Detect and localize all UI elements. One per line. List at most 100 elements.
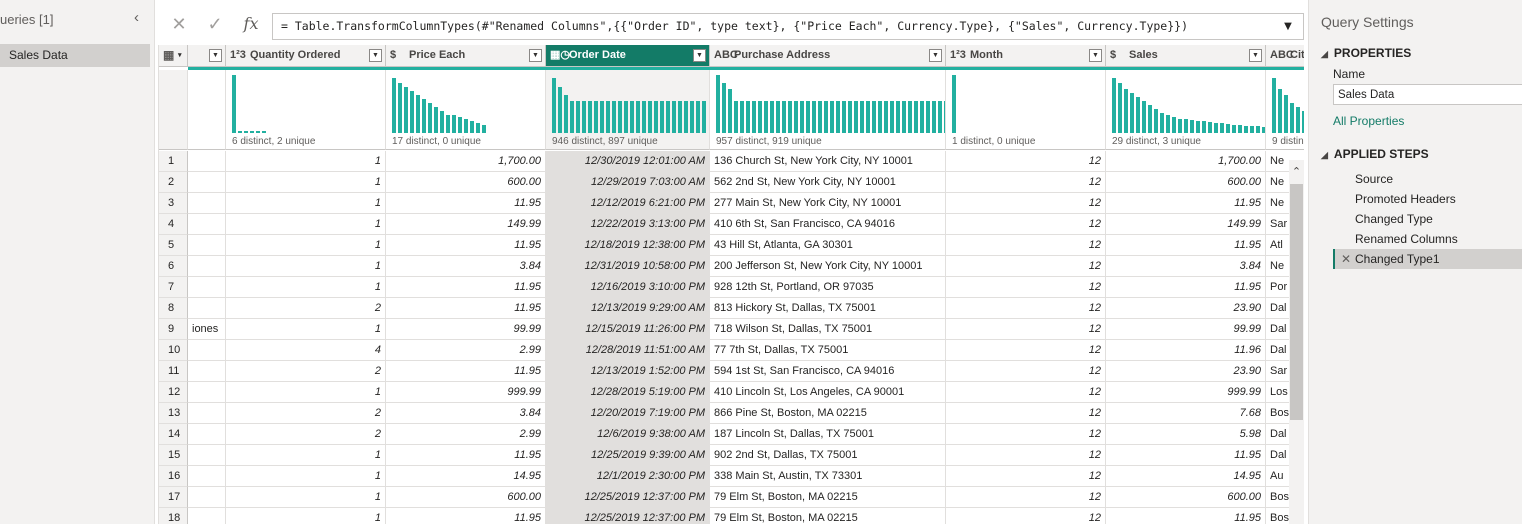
chevron-down-icon[interactable]: ▼	[529, 49, 542, 62]
properties-section[interactable]: ◢ PROPERTIES	[1321, 46, 1411, 60]
table-cell-city[interactable]: Ne	[1266, 172, 1304, 193]
table-cell-sales[interactable]: 1,700.00	[1106, 151, 1266, 172]
table-cell-c0[interactable]	[188, 277, 226, 298]
histogram-bar[interactable]	[740, 101, 744, 133]
histogram-bar[interactable]	[464, 119, 468, 133]
histogram-bar[interactable]	[582, 101, 586, 133]
close-icon[interactable]: ✕	[1341, 252, 1352, 266]
table-cell-addr[interactable]: 338 Main St, Austin, TX 73301	[710, 466, 946, 487]
histogram-bar[interactable]	[1302, 111, 1304, 133]
table-cell-sales[interactable]: 11.96	[1106, 340, 1266, 361]
table-cell-city[interactable]: Dal	[1266, 445, 1304, 466]
table-cell-c0[interactable]	[188, 466, 226, 487]
histogram-bar[interactable]	[410, 91, 414, 133]
table-cell-c0[interactable]	[188, 382, 226, 403]
table-cell-date[interactable]: 12/28/2019 11:51:00 AM	[546, 340, 710, 361]
table-cell-c0[interactable]	[188, 361, 226, 382]
histogram-bar[interactable]	[1142, 101, 1146, 133]
table-cell-addr[interactable]: 718 Wilson St, Dallas, TX 75001	[710, 319, 946, 340]
table-cell-month[interactable]: 12	[946, 235, 1106, 256]
table-cell-month[interactable]: 12	[946, 298, 1106, 319]
all-properties-link[interactable]: All Properties	[1333, 114, 1405, 128]
row-number[interactable]: 9	[159, 319, 188, 340]
histogram-bar[interactable]	[800, 101, 804, 133]
formula-input[interactable]: = Table.TransformColumnTypes(#"Renamed C…	[272, 13, 1304, 40]
histogram-bar[interactable]	[594, 101, 598, 133]
histogram-bar[interactable]	[434, 107, 438, 133]
table-cell-addr[interactable]: 277 Main St, New York City, NY 10001	[710, 193, 946, 214]
table-cell-qty[interactable]: 2	[226, 298, 386, 319]
table-cell-qty[interactable]: 1	[226, 508, 386, 524]
histogram-bar[interactable]	[746, 101, 750, 133]
row-number[interactable]: 13	[159, 403, 188, 424]
histogram-bar[interactable]	[654, 101, 658, 133]
histogram-bar[interactable]	[570, 101, 574, 133]
table-cell-month[interactable]: 12	[946, 256, 1106, 277]
histogram-bar[interactable]	[612, 101, 616, 133]
query-item-sales-data[interactable]: Sales Data	[0, 44, 150, 67]
histogram-bar[interactable]	[600, 101, 604, 133]
table-cell-price[interactable]: 11.95	[386, 508, 546, 524]
query-name-input[interactable]	[1333, 84, 1522, 105]
table-cell-c0[interactable]	[188, 403, 226, 424]
histogram-bar[interactable]	[696, 101, 700, 133]
table-cell-sales[interactable]: 11.95	[1106, 277, 1266, 298]
histogram-bar[interactable]	[392, 78, 396, 133]
table-cell-city[interactable]: Dal	[1266, 319, 1304, 340]
histogram-bar[interactable]	[872, 101, 876, 133]
table-cell-date[interactable]: 12/29/2019 7:03:00 AM	[546, 172, 710, 193]
table-cell-addr[interactable]: 866 Pine St, Boston, MA 02215	[710, 403, 946, 424]
histogram-bar[interactable]	[752, 101, 756, 133]
histogram-bar[interactable]	[262, 131, 266, 133]
table-cell-qty[interactable]: 1	[226, 319, 386, 340]
histogram-bar[interactable]	[250, 131, 254, 133]
histogram-bar[interactable]	[636, 101, 640, 133]
table-cell-city[interactable]: Por	[1266, 277, 1304, 298]
histogram-bar[interactable]	[890, 101, 894, 133]
table-cell-c0[interactable]	[188, 487, 226, 508]
histogram-bar[interactable]	[926, 101, 930, 133]
histogram-bar[interactable]	[690, 101, 694, 133]
step-renamed-columns[interactable]: Renamed Columns	[1333, 229, 1522, 249]
table-cell-price[interactable]: 11.95	[386, 298, 546, 319]
column-type-icon[interactable]: 1²3	[950, 49, 966, 61]
table-cell-qty[interactable]: 2	[226, 424, 386, 445]
histogram-bar[interactable]	[1250, 126, 1254, 133]
histogram-bar[interactable]	[564, 95, 568, 133]
histogram-bar[interactable]	[238, 131, 242, 133]
table-cell-month[interactable]: 12	[946, 382, 1106, 403]
table-cell-addr[interactable]: 813 Hickory St, Dallas, TX 75001	[710, 298, 946, 319]
table-cell-price[interactable]: 3.84	[386, 256, 546, 277]
histogram-bar[interactable]	[1296, 107, 1300, 133]
column-type-icon[interactable]: 1²3	[230, 49, 246, 61]
table-cell-qty[interactable]: 1	[226, 235, 386, 256]
table-cell-city[interactable]: Ne	[1266, 193, 1304, 214]
histogram-bar[interactable]	[884, 101, 888, 133]
table-cell-price[interactable]: 600.00	[386, 487, 546, 508]
table-cell-sales[interactable]: 99.99	[1106, 319, 1266, 340]
row-number[interactable]: 15	[159, 445, 188, 466]
histogram-bar[interactable]	[836, 101, 840, 133]
histogram-bar[interactable]	[728, 89, 732, 133]
histogram-bar[interactable]	[848, 101, 852, 133]
table-cell-sales[interactable]: 999.99	[1106, 382, 1266, 403]
table-cell-addr[interactable]: 410 6th St, San Francisco, CA 94016	[710, 214, 946, 235]
table-cell-addr[interactable]: 200 Jefferson St, New York City, NY 1000…	[710, 256, 946, 277]
histogram-bar[interactable]	[470, 121, 474, 133]
table-cell-month[interactable]: 12	[946, 151, 1106, 172]
row-number[interactable]: 11	[159, 361, 188, 382]
table-cell-price[interactable]: 3.84	[386, 403, 546, 424]
column-header-qty[interactable]: 1²3 Quantity Ordered ▼	[226, 45, 386, 67]
table-cell-date[interactable]: 12/25/2019 12:37:00 PM	[546, 508, 710, 524]
table-cell-sales[interactable]: 600.00	[1106, 172, 1266, 193]
table-cell-date[interactable]: 12/30/2019 12:01:00 AM	[546, 151, 710, 172]
histogram-bar[interactable]	[624, 101, 628, 133]
table-cell-date[interactable]: 12/22/2019 3:13:00 PM	[546, 214, 710, 235]
histogram-bar[interactable]	[806, 101, 810, 133]
table-cell-sales[interactable]: 11.95	[1106, 508, 1266, 524]
column-header-addr[interactable]: ABC Purchase Address ▼	[710, 45, 946, 67]
table-cell-city[interactable]: Bos	[1266, 508, 1304, 524]
step-changed-type[interactable]: Changed Type	[1333, 209, 1522, 229]
chevron-down-icon[interactable]: ▼	[369, 49, 382, 62]
histogram-bar[interactable]	[458, 117, 462, 133]
